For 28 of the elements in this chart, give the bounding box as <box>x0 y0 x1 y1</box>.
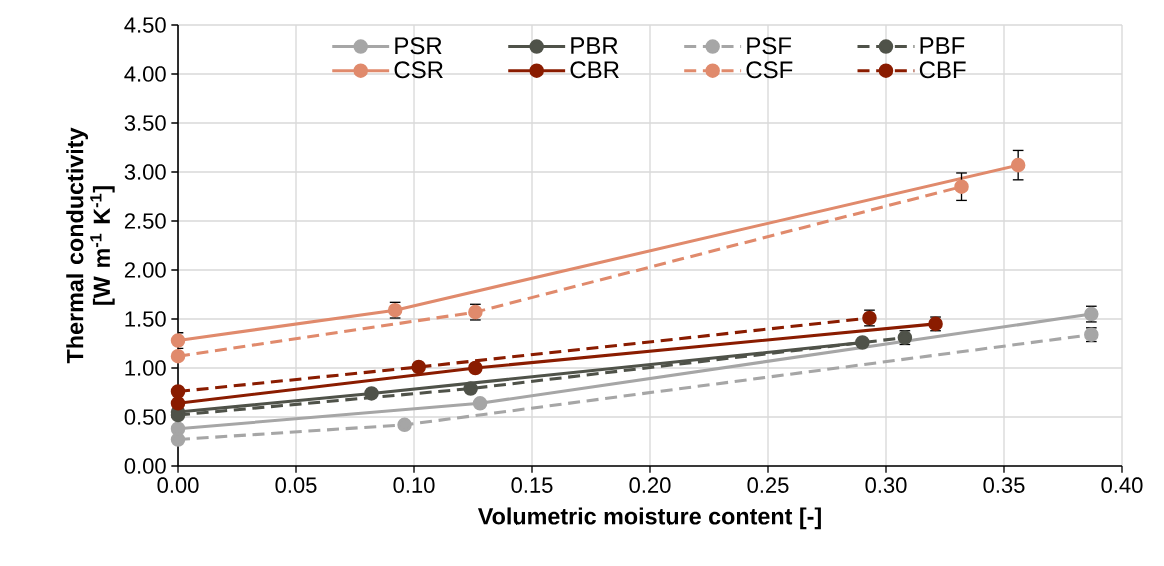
x-tick-label: 0.30 <box>865 477 907 493</box>
x-tick-label: 0.15 <box>511 477 553 493</box>
x-tick-label: 0.40 <box>1101 477 1143 493</box>
legend-label: PSR <box>395 37 442 55</box>
x-axis-title: Volumetric moisture content [-] <box>477 507 821 530</box>
legend-label: PSF <box>747 37 792 55</box>
legend-label: CSF <box>746 61 793 79</box>
x-tick-label: 0.25 <box>747 477 789 493</box>
y-tick-label: 0.00 <box>124 458 166 474</box>
y-tick-label: 2.50 <box>124 213 166 229</box>
x-tick-label: 0.10 <box>393 477 435 493</box>
y-tick-label: 3.00 <box>124 164 166 180</box>
legend-label: CSR <box>394 61 443 79</box>
x-tick-label: 0.00 <box>157 477 199 493</box>
legend-label: CBF <box>919 61 966 79</box>
y-tick-label: 2.00 <box>124 262 166 278</box>
y-tick-label: 3.50 <box>124 115 166 131</box>
y-tick-label: 1.00 <box>125 360 166 376</box>
legend-label: CBR <box>570 61 619 79</box>
y-tick-label: 4.50 <box>124 17 166 33</box>
legend-label: PBR <box>571 37 618 54</box>
y-tick-label: 4.00 <box>124 66 166 82</box>
y-tick-label: 0.50 <box>124 409 166 425</box>
x-tick-label: 0.05 <box>275 477 317 493</box>
legend-label: PBF <box>920 37 965 54</box>
y-tick-label: 1.50 <box>125 311 166 327</box>
x-tick-label: 0.20 <box>629 477 671 493</box>
x-tick-label: 0.35 <box>983 477 1025 493</box>
